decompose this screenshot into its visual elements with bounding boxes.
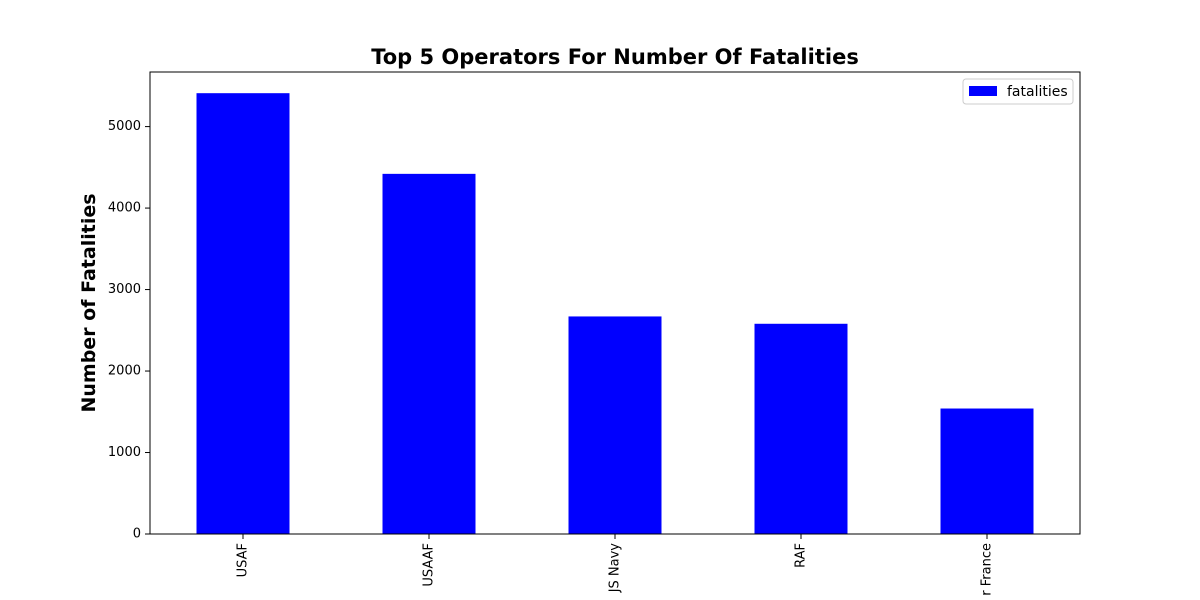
bar-4 <box>754 323 848 534</box>
bar-2 <box>382 173 476 534</box>
y-tick-label: 1000 <box>108 445 141 460</box>
bars-layer <box>196 93 1034 535</box>
legend-box <box>962 78 1074 105</box>
bar-5 <box>940 408 1034 534</box>
x-tick-label: RAF <box>794 543 809 568</box>
y-tick-label: 3000 <box>108 282 141 297</box>
y-tick-label: 0 <box>133 527 141 542</box>
y-tick-label: 2000 <box>108 364 141 379</box>
x-axis: USAF USAAF JS Navy RAF r France <box>236 534 995 596</box>
bar-1 <box>196 93 290 535</box>
chart-title: Top 5 Operators For Number Of Fatalities <box>371 45 859 69</box>
x-tick-label: r France <box>980 543 995 596</box>
x-tick-label: USAAF <box>422 543 437 587</box>
legend: fatalities <box>962 78 1074 105</box>
y-tick-label: 4000 <box>108 201 141 216</box>
legend-label: fatalities <box>1007 84 1068 100</box>
bar-3 <box>568 316 662 534</box>
y-axis-label: Number of Fatalities <box>78 193 100 412</box>
y-axis: 0 1000 2000 3000 4000 5000 <box>108 119 150 542</box>
plot-frame <box>149 71 1081 535</box>
x-tick-label: USAF <box>236 543 251 577</box>
x-tick-label: JS Navy <box>608 543 623 594</box>
y-tick-label: 5000 <box>108 119 141 134</box>
legend-swatch <box>969 86 997 96</box>
